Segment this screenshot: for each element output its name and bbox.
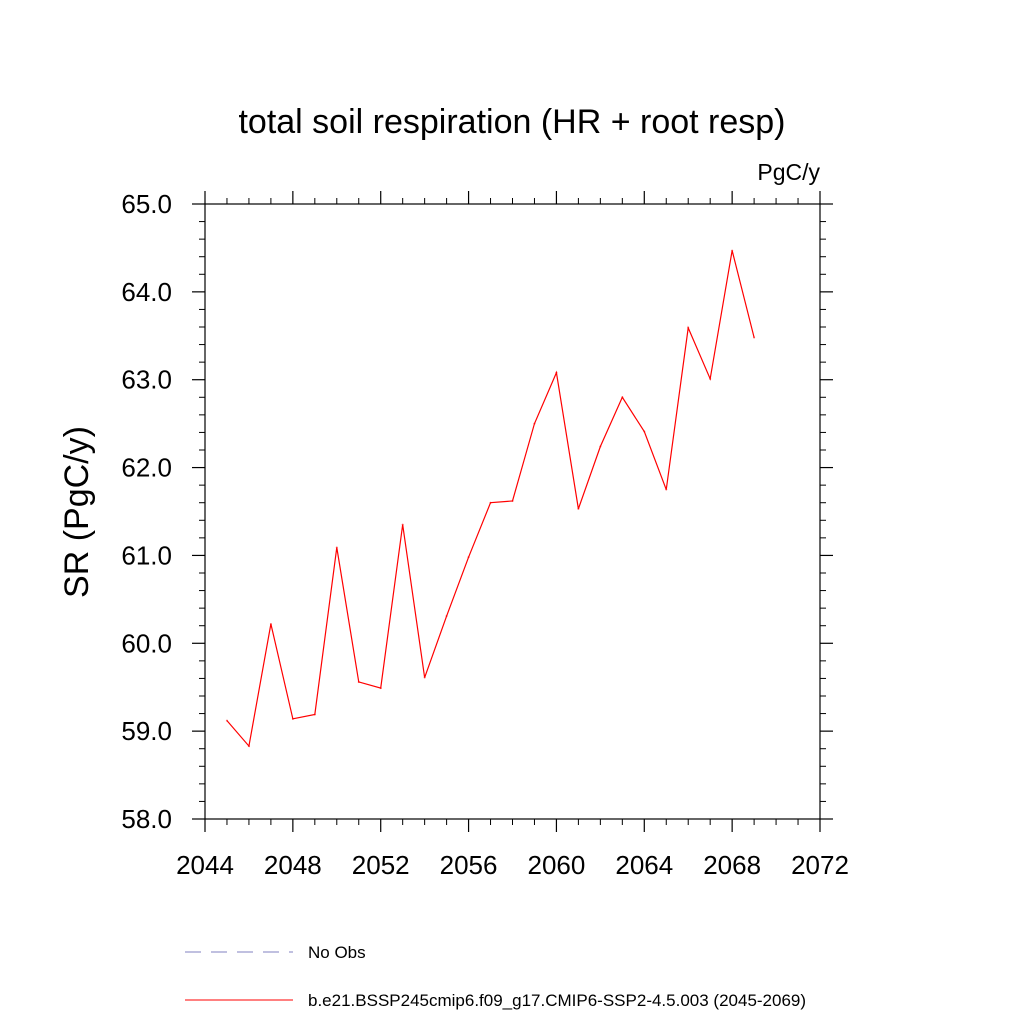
data-point (533, 422, 536, 425)
legend-label: b.e21.BSSP245cmip6.f09_g17.CMIP6-SSP2-4.… (308, 991, 806, 1010)
y-axis: 58.0 59.0 60.0 61.0 62.0 63.0 64.0 65.0 (121, 189, 833, 834)
data-point (731, 249, 734, 252)
y-tick-label: 63.0 (121, 365, 172, 395)
y-tick-label: 64.0 (121, 277, 172, 307)
data-point (687, 326, 690, 329)
data-point (665, 488, 668, 491)
data-point (445, 615, 448, 618)
x-tick-label: 2072 (791, 850, 849, 880)
x-tick-label: 2060 (528, 850, 586, 880)
data-point (379, 687, 382, 690)
data-point (599, 445, 602, 448)
y-tick-label: 59.0 (121, 716, 172, 746)
series-line (226, 250, 755, 748)
chart-title: total soil respiration (HR + root resp) (238, 103, 785, 141)
legend: No Obs b.e21.BSSP245cmip6.f09_g17.CMIP6-S… (185, 943, 806, 1010)
x-tick-label: 2048 (264, 850, 322, 880)
data-point (269, 622, 272, 625)
data-point (709, 377, 712, 380)
plot-frame (204, 203, 821, 820)
y-tick-label: 65.0 (121, 189, 172, 219)
data-point (555, 371, 558, 374)
series-layer (225, 249, 756, 748)
data-point (357, 680, 360, 683)
y-tick-label: 61.0 (121, 540, 172, 570)
data-point (511, 499, 514, 502)
data-point (621, 396, 624, 399)
data-point (401, 523, 404, 526)
units-label: PgC/y (757, 159, 820, 185)
x-axis: 2044 2048 2052 2056 2060 2064 2068 2072 (176, 191, 849, 880)
x-tick-label: 2044 (176, 850, 234, 880)
data-point (247, 745, 250, 748)
data-point (753, 336, 756, 339)
data-point (577, 507, 580, 510)
y-axis-label: SR (PgC/y) (58, 426, 96, 598)
x-tick-label: 2068 (703, 850, 761, 880)
data-point (225, 719, 228, 722)
data-point (291, 717, 294, 720)
y-tick-label: 62.0 (121, 453, 172, 483)
data-point (489, 501, 492, 504)
y-tick-label: 58.0 (121, 804, 172, 834)
y-tick-label: 60.0 (121, 628, 172, 658)
data-point (643, 430, 646, 433)
legend-label: No Obs (308, 943, 366, 962)
x-tick-label: 2056 (440, 850, 498, 880)
x-tick-label: 2064 (615, 850, 673, 880)
data-point (335, 546, 338, 549)
x-tick-label: 2052 (352, 850, 410, 880)
data-point (467, 556, 470, 559)
data-point (423, 676, 426, 679)
data-point (313, 713, 316, 716)
